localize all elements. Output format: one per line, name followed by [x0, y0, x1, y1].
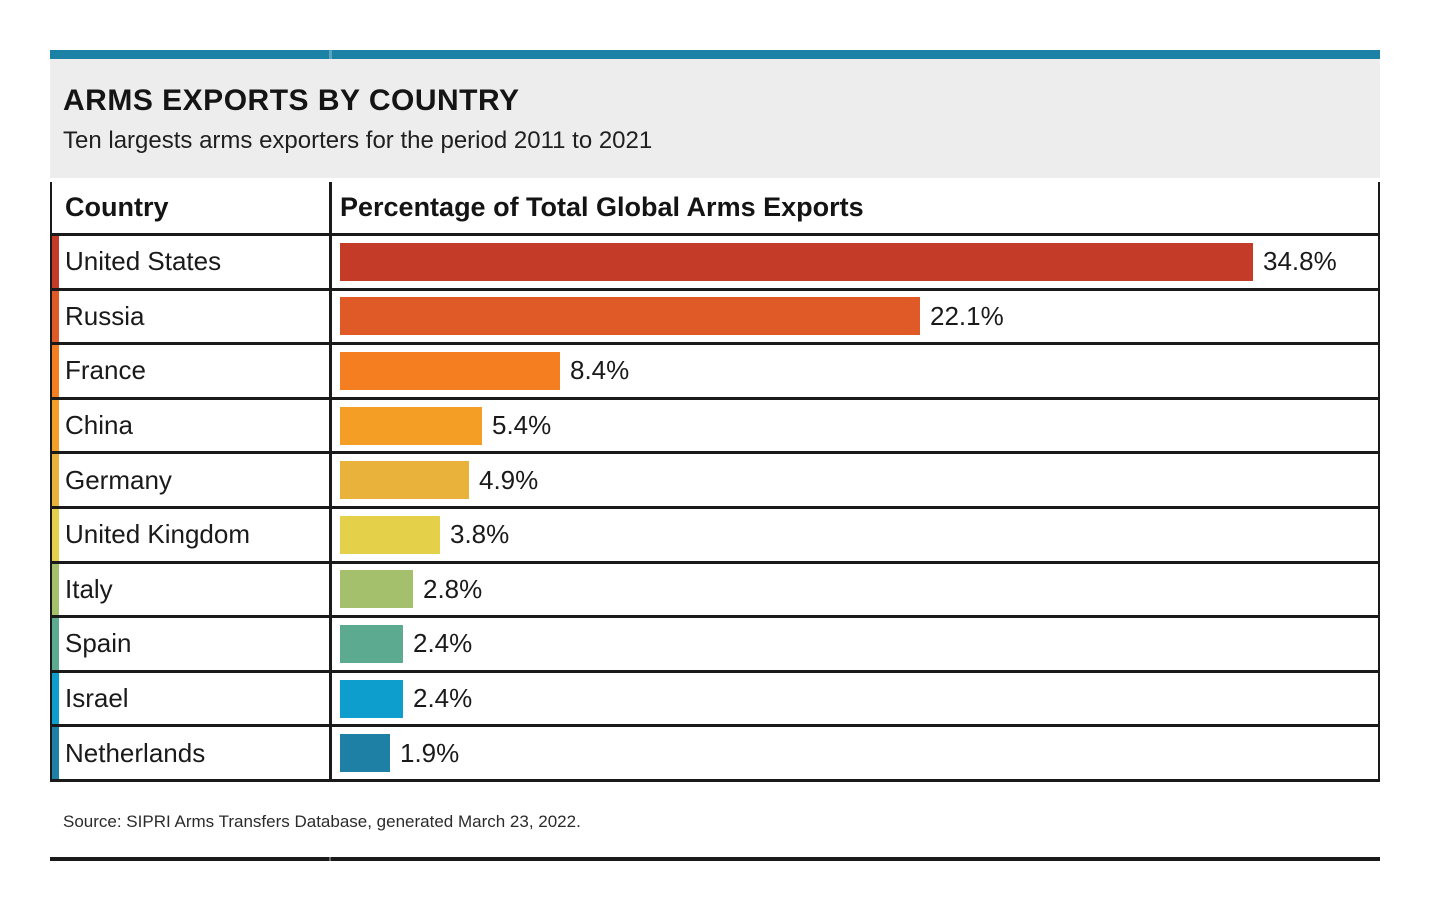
bar-cell: 22.1%: [332, 291, 1378, 343]
row-accent-strip: [52, 618, 59, 670]
bar-cell: 4.9%: [332, 454, 1378, 506]
percentage-label: 4.9%: [479, 464, 539, 495]
top-accent-bar-seam: [329, 50, 332, 59]
bottom-rule-seam: [329, 856, 331, 861]
percentage-label: 8.4%: [570, 355, 630, 386]
percentage-label: 5.4%: [492, 410, 552, 441]
country-cell: Spain: [52, 618, 332, 670]
percentage-bar: [340, 570, 413, 609]
country-label: Netherlands: [65, 737, 206, 768]
bar-cell: 1.9%: [332, 727, 1378, 779]
row-accent-strip: [52, 236, 59, 288]
percentage-label: 2.4%: [413, 628, 473, 659]
column-header-country: Country: [52, 182, 332, 233]
table-row: Russia 22.1%: [52, 290, 1378, 346]
chart-subtitle: Ten largests arms exporters for the peri…: [63, 127, 653, 154]
percentage-label: 1.9%: [400, 737, 460, 768]
table-header-row: Country Percentage of Total Global Arms …: [52, 182, 1378, 236]
table-row: United Kingdom 3.8%: [52, 508, 1378, 564]
bar-chart-table: Country Percentage of Total Global Arms …: [50, 182, 1380, 782]
table-row: France 8.4%: [52, 345, 1378, 400]
table-row: United States 34.8%: [52, 236, 1378, 291]
bar-cell: 2.4%: [332, 673, 1378, 725]
country-cell: United Kingdom: [52, 508, 332, 561]
table-row: Germany 4.9%: [52, 454, 1378, 509]
row-accent-strip: [52, 345, 59, 397]
country-label: Germany: [65, 464, 172, 495]
country-cell: Italy: [52, 563, 332, 616]
bar-cell: 8.4%: [332, 345, 1378, 397]
row-accent-strip: [52, 727, 59, 779]
bar-cell: 5.4%: [332, 400, 1378, 452]
bar-cell: 2.8%: [332, 564, 1378, 616]
percentage-bar: [340, 242, 1253, 281]
country-label: Spain: [65, 628, 132, 659]
country-label: United States: [65, 246, 222, 277]
percentage-label: 3.8%: [450, 519, 510, 550]
percentage-bar: [340, 624, 403, 663]
country-cell: China: [52, 399, 332, 452]
country-label: Israel: [65, 683, 129, 714]
infographic: ARMS EXPORTS BY COUNTRY Ten largests arm…: [50, 50, 1380, 861]
country-cell: Russia: [52, 290, 332, 343]
table-row: Italy 2.8%: [52, 563, 1378, 619]
country-cell: United States: [52, 236, 332, 288]
country-cell: Germany: [52, 454, 332, 506]
percentage-bar: [340, 297, 920, 336]
percentage-label: 22.1%: [930, 300, 1004, 331]
percentage-bar: [340, 679, 403, 718]
bar-cell: 2.4%: [332, 618, 1378, 670]
bar-cell: 3.8%: [332, 509, 1378, 561]
source-attribution: Source: SIPRI Arms Transfers Database, g…: [63, 811, 581, 831]
table-body: United States 34.8% Russia 22.1% France 8.4% C…: [52, 236, 1378, 782]
row-accent-strip: [52, 399, 59, 452]
percentage-bar: [340, 461, 469, 500]
chart-title: ARMS EXPORTS BY COUNTRY: [63, 84, 520, 117]
bottom-rule: [50, 856, 1380, 861]
table-row: Netherlands 1.9%: [52, 727, 1378, 782]
percentage-bar: [340, 734, 390, 773]
table-row: China 5.4%: [52, 399, 1378, 455]
table-row: Spain 2.4%: [52, 618, 1378, 673]
percentage-label: 2.4%: [413, 683, 473, 714]
column-header-percentage: Percentage of Total Global Arms Exports: [340, 192, 864, 222]
country-label: China: [65, 410, 133, 441]
table-row: Israel 2.4%: [52, 672, 1378, 728]
row-accent-strip: [52, 454, 59, 506]
percentage-bar: [340, 406, 482, 445]
row-accent-strip: [52, 672, 59, 725]
row-accent-strip: [52, 508, 59, 561]
top-accent-bar: [50, 50, 1380, 59]
country-label: France: [65, 355, 146, 386]
chart-header: ARMS EXPORTS BY COUNTRY Ten largests arm…: [50, 59, 1380, 178]
country-cell: Netherlands: [52, 727, 332, 779]
country-label: Italy: [65, 573, 113, 604]
country-label: Russia: [65, 300, 145, 331]
country-cell: France: [52, 345, 332, 397]
percentage-label: 34.8%: [1263, 246, 1337, 277]
percentage-bar: [340, 515, 440, 554]
row-accent-strip: [52, 290, 59, 343]
percentage-label: 2.8%: [423, 573, 483, 604]
percentage-bar: [340, 351, 560, 390]
bar-cell: 34.8%: [332, 236, 1378, 288]
row-accent-strip: [52, 563, 59, 616]
country-cell: Israel: [52, 672, 332, 725]
country-label: United Kingdom: [65, 519, 250, 550]
